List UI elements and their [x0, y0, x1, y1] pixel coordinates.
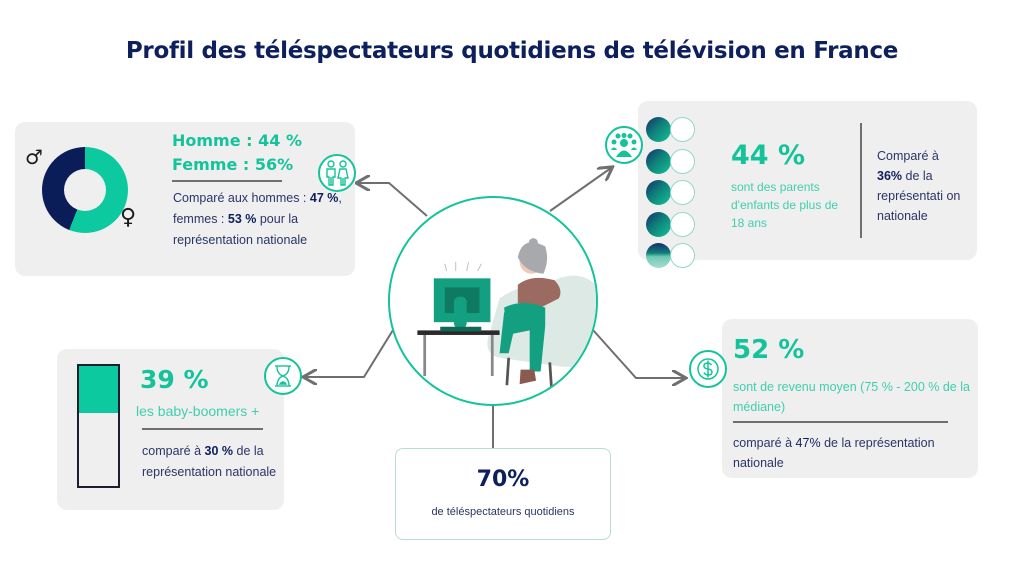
dot-row [646, 177, 695, 209]
dot-row [646, 146, 695, 178]
dot-empty [670, 117, 695, 143]
dot-partial [646, 243, 671, 269]
couple-icon [318, 154, 356, 192]
dot-row [646, 209, 695, 241]
dot-row [646, 114, 695, 146]
dot-filled [646, 148, 671, 174]
divider [142, 428, 263, 430]
dollar-coin-icon [689, 350, 727, 388]
income-card [722, 319, 978, 478]
divider [733, 421, 948, 423]
gender-donut-chart [42, 147, 128, 233]
dot-empty [670, 148, 695, 174]
parents-dot-matrix [646, 114, 695, 272]
dot-empty [670, 243, 695, 269]
income-comparison: comparé à 47% de la représentation natio… [733, 436, 935, 470]
dot-filled [646, 180, 671, 206]
daily-viewers-value: 70% [476, 467, 530, 492]
parents-comparison: Comparé à 36% de la représentati on nati… [877, 149, 961, 223]
boomers-value: 39 % [140, 365, 209, 394]
page-title: Profil des téléspectateurs quotidiens de… [125, 38, 899, 64]
parents-value: 44 % [731, 140, 806, 171]
female-symbol-icon: ♀ [120, 205, 137, 230]
dot-filled [646, 117, 671, 143]
daily-viewers-card [395, 448, 611, 540]
donut-hole [64, 169, 106, 211]
boomers-comparison: comparé à 30 % de la représentation nati… [142, 444, 277, 479]
male-symbol-icon: ♂ [25, 145, 43, 169]
dot-empty [670, 211, 695, 237]
gender-comparison: Comparé aux hommes : 47 %, femmes : 53 %… [173, 191, 342, 247]
dot-row [646, 240, 695, 272]
dot-filled [646, 211, 671, 237]
income-label: sont de revenu moyen (75 % - 200 % de la… [733, 380, 970, 414]
divider [172, 180, 282, 182]
femme-stat: Femme : 56% [172, 155, 294, 174]
group-icon [605, 126, 643, 164]
parents-label: sont des parents d'enfants de plus de 18… [731, 180, 839, 230]
boomers-bar-gauge [77, 364, 120, 488]
income-value: 52 % [733, 335, 805, 365]
dot-empty [670, 180, 695, 206]
daily-viewers-label: de téléspectateurs quotidiens [431, 506, 575, 518]
woman-watching-tv-illustration [388, 196, 598, 406]
homme-stat: Homme : 44 % [172, 131, 302, 150]
vertical-divider [860, 123, 862, 238]
hourglass-icon [264, 357, 302, 395]
boomers-label: les baby-boomers + [136, 403, 260, 419]
bar-fill [79, 366, 118, 413]
